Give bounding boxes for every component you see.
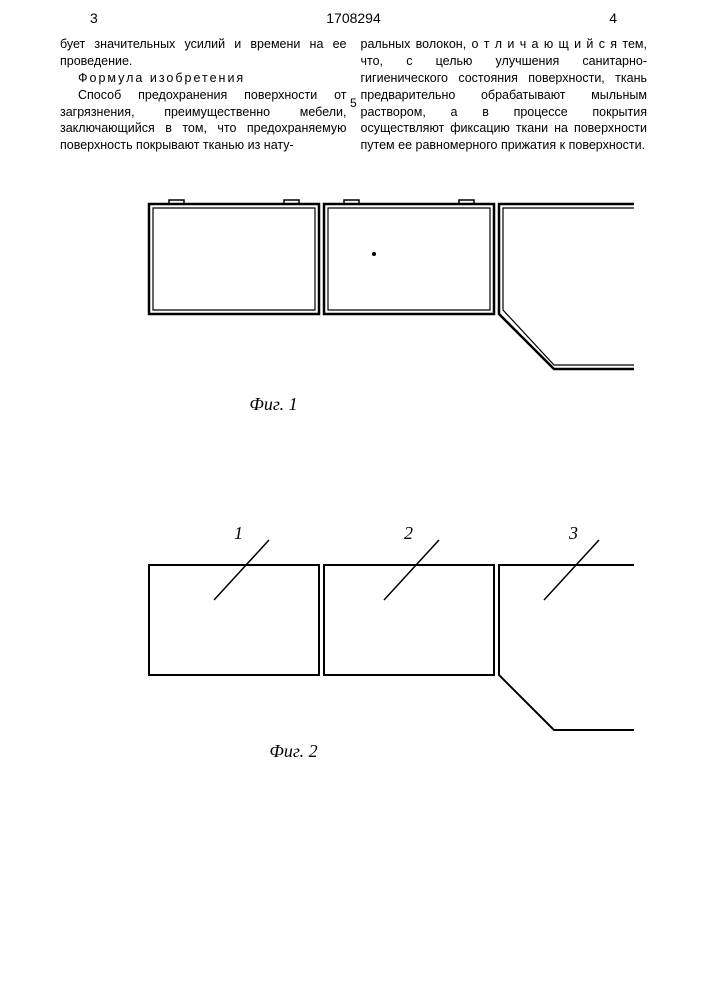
figure-1-svg [74,184,634,394]
svg-text:1: 1 [234,525,243,543]
svg-text:2: 2 [404,525,413,543]
col2-para1: ральных волокон, о т л и ч а ю щ и й с я… [361,36,648,154]
svg-text:3: 3 [568,525,578,543]
text-columns: бует значительных усилий и времени на ее… [0,30,707,154]
column-right: ральных волокон, о т л и ч а ю щ и й с я… [361,36,648,154]
figure-1-caption: Фиг. 1 [0,394,707,415]
formula-heading: Формула изобретения [60,70,347,87]
figure-2-caption: Фиг. 2 [0,741,707,762]
col1-para2: Способ предохранения поверхности от загр… [60,87,347,155]
figure-2: 1 2 3 Фиг. 2 [0,525,707,762]
page-num-left: 3 [90,10,98,26]
figure-1: Фиг. 1 [0,184,707,415]
document-number: 1708294 [326,10,381,26]
line-reference-5: 5 [350,96,357,110]
page-num-right: 4 [609,10,617,26]
column-left: бует значительных усилий и времени на ее… [60,36,347,154]
figure-2-svg: 1 2 3 [74,525,634,765]
col1-para1: бует значительных усилий и времени на ее… [60,36,347,70]
